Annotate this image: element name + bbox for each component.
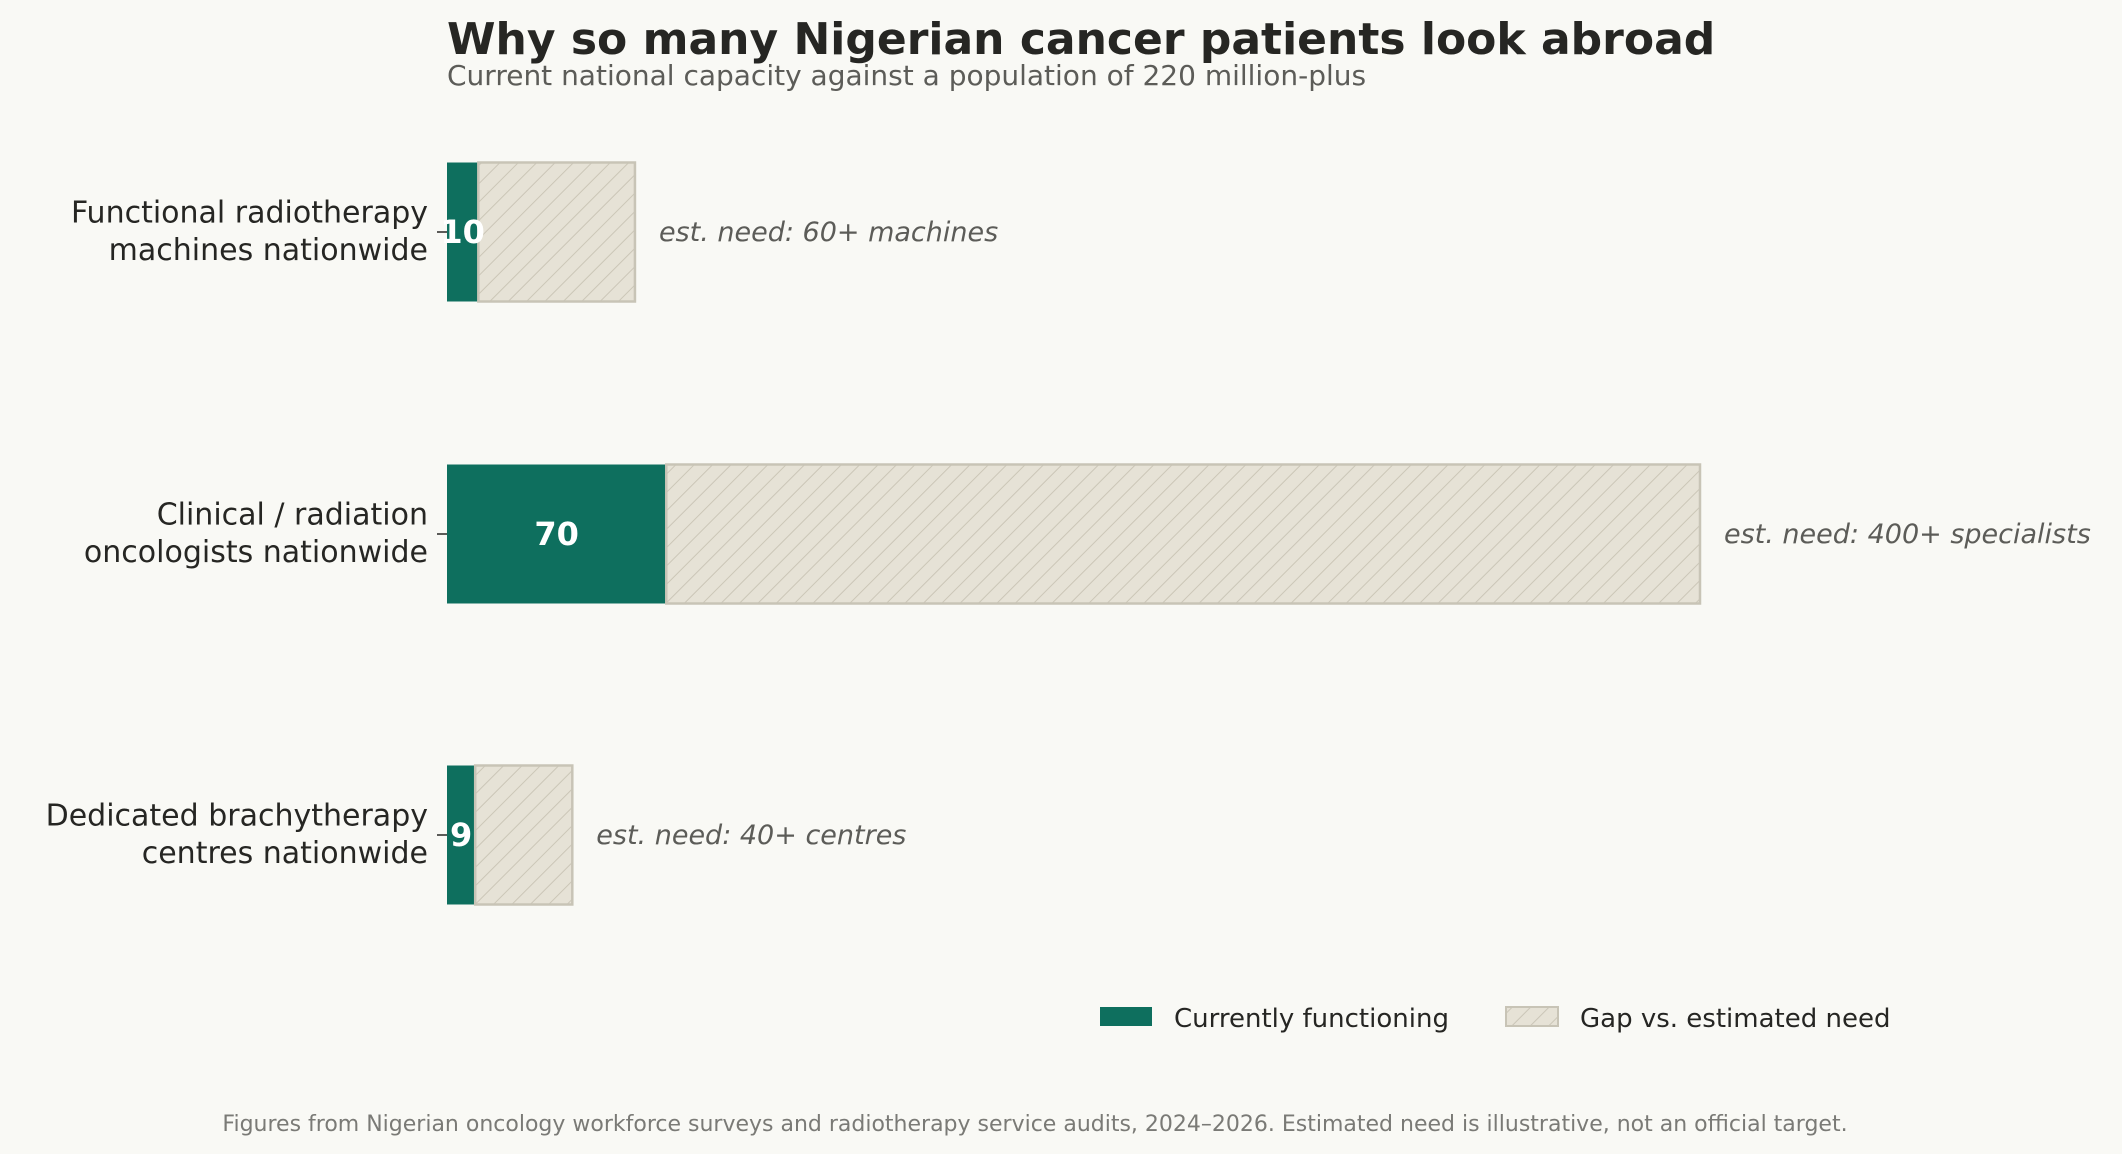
category-label: Clinical / radiation oncologists nationwi… <box>84 498 428 571</box>
footnote: Figures from Nigerian oncology workforce… <box>222 1112 1847 1137</box>
bar-currently-functioning <box>447 464 667 604</box>
annotations: est. need: 60+ machines est. need: 400+ s… <box>596 217 2090 851</box>
value-label: 9 <box>450 816 472 854</box>
bar-currently-functioning <box>447 765 476 905</box>
category-label-line: oncologists nationwide <box>84 535 428 570</box>
need-annotation: est. need: 60+ machines <box>659 217 998 248</box>
bars <box>447 161 1702 906</box>
chart-title: Why so many Nigerian cancer patients loo… <box>447 14 1715 65</box>
legend-swatch-currently-functioning <box>1100 1007 1152 1026</box>
legend-label: Currently functioning <box>1174 1004 1449 1034</box>
category-label-line: Dedicated brachytherapy <box>46 799 428 834</box>
legend-label: Gap vs. estimated need <box>1580 1004 1890 1034</box>
legend: Currently functioning Gap vs. estimated n… <box>1100 1004 1890 1034</box>
category-label-line: Functional radiotherapy <box>71 196 428 231</box>
bar-gap-vs-need <box>477 161 637 303</box>
value-label: 70 <box>534 515 579 553</box>
category-label-line: machines nationwide <box>109 233 428 268</box>
value-labels: 10 70 9 <box>440 213 579 854</box>
value-label: 10 <box>440 213 485 251</box>
category-label-line: Clinical / radiation <box>157 498 428 533</box>
need-annotation: est. need: 40+ centres <box>596 820 906 851</box>
bar-gap-vs-need <box>473 764 574 906</box>
chart-subtitle: Current national capacity against a popu… <box>447 59 1366 92</box>
need-annotation: est. need: 400+ specialists <box>1724 519 2091 550</box>
bar-currently-functioning <box>447 162 479 302</box>
bar-gap-vs-need <box>665 463 1702 605</box>
category-labels: Functional radiotherapy machines nationwi… <box>46 196 447 872</box>
category-label: Dedicated brachytherapy centres nationwid… <box>46 799 428 872</box>
category-label: Functional radiotherapy machines nationwi… <box>71 196 428 269</box>
legend-swatch-gap <box>1505 1006 1559 1027</box>
category-label-line: centres nationwide <box>142 836 428 871</box>
